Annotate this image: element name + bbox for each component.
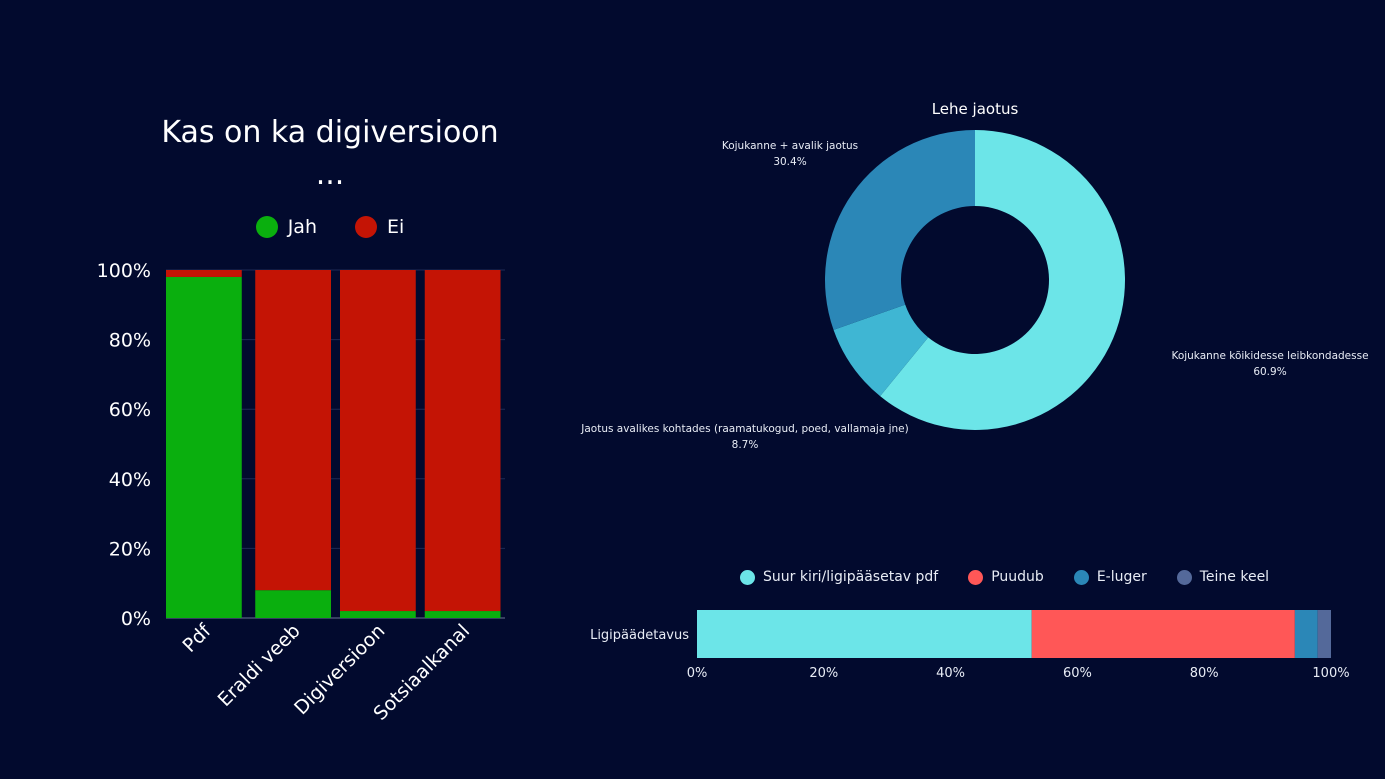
hbar-x-tick-label: 0% (687, 666, 708, 681)
donut-slice-value: 60.9% (1253, 366, 1286, 378)
bar-chart-legend: Jah Ei (130, 216, 530, 238)
legend-item-jah: Jah (255, 216, 317, 238)
hbar-segment-teine-keel (1317, 610, 1331, 658)
donut-slice-kojukanne-ko-ikidesse-leibkondadesse (880, 130, 1125, 430)
bar-chart-title-text: Kas on ka digiversioon (161, 115, 499, 150)
hbar-legend-label: Teine keel (1199, 569, 1270, 585)
hbar-x-tick-label: 100% (1312, 666, 1349, 681)
y-tick-label: 20% (109, 538, 151, 560)
bar-ei-eraldi-veeb (255, 270, 331, 591)
bar-jah-eraldi-veeb (255, 590, 331, 618)
hbar-legend-item-teine-keel: Teine keel (1176, 569, 1270, 585)
bar-ei-digiversioon (340, 270, 416, 612)
hbar-x-tick-label: 20% (809, 666, 838, 681)
legend-dot-teine-keel-icon (1176, 569, 1192, 585)
y-tick-label: 100% (97, 260, 151, 282)
y-tick-label: 40% (109, 469, 151, 491)
hbar-category-label: Ligipäädetavus (590, 628, 689, 643)
hbar-x-tick-label: 80% (1190, 666, 1219, 681)
legend-dot-jah-icon (255, 216, 278, 238)
hbar-legend-item-puudub: Puudub (968, 569, 1044, 585)
legend-label-ei: Ei (387, 216, 405, 238)
donut-slice-value: 8.7% (732, 439, 759, 451)
horizontal-stacked-bar-chart: Ligipäädetavus 0% 20% 40% 60% 80% 100% (590, 610, 1350, 681)
hbar-segment-e-luger (1294, 610, 1318, 658)
donut-slice-value: 30.4% (773, 156, 806, 168)
y-tick-label: 80% (109, 330, 151, 352)
legend-dot-ei-icon (355, 216, 377, 238)
legend-dot-suur-kiri-ligipa-a-setav-pdf-icon (740, 569, 755, 585)
legend-dot-e-luger-icon (1073, 569, 1089, 585)
hbar-x-tick-label: 40% (936, 666, 965, 681)
x-tick-label: Eraldi veeb (214, 620, 305, 711)
bar-ei-pdf (166, 270, 242, 277)
bar-chart-title: Kas on ka digiversioon ... (130, 112, 530, 196)
bar-chart-title-suffix: ... (315, 157, 345, 192)
donut-slice-label: Kojukanne kõikidesse leibkondadesse (1171, 350, 1368, 362)
donut-slice-kojukanne-avalik-jaotus (825, 130, 975, 330)
hbar-legend-label: Puudub (991, 569, 1044, 585)
hbar-legend: Suur kiri/ligipääsetav pdf Puudub E-luger T… (740, 569, 1300, 585)
bar-jah-digiversioon (340, 611, 416, 618)
hbar-legend-label: Suur kiri/ligipääsetav pdf (763, 569, 939, 585)
donut-slice-label: Kojukanne + avalik jaotus (722, 140, 858, 152)
hbar-legend-item-e-luger: E-luger (1073, 569, 1147, 585)
donut-slice-label: Jaotus avalikes kohtades (raamatukogud, … (580, 423, 909, 435)
x-tick-label: Pdf (178, 619, 216, 657)
y-tick-label: 0% (121, 608, 151, 630)
bar-jah-sotsiaalkanal (424, 611, 501, 618)
hbar-legend-label: E-luger (1096, 569, 1147, 585)
bar-ei-sotsiaalkanal (424, 270, 501, 612)
donut-slice-jaotus-avalikes-kohtades-raamatukogud-po (833, 304, 929, 397)
donut-chart-title: Lehe jaotus (932, 100, 1019, 118)
hbar-segment-puudub (1031, 610, 1295, 658)
hbar-x-tick-label: 60% (1063, 666, 1092, 681)
donut-chart: Lehe jaotus Kojukanne kõikidesse leibkon… (580, 100, 1368, 451)
bar-jah-pdf (166, 276, 242, 618)
legend-dot-puudub-icon (968, 569, 984, 585)
legend-label-jah: Jah (287, 216, 317, 238)
y-tick-label: 60% (109, 399, 151, 421)
legend-item-ei: Ei (355, 216, 404, 238)
hbar-legend-item-suur-kiri-ligipa-a-setav-pdf: Suur kiri/ligipääsetav pdf (740, 569, 938, 585)
hbar-segment-suur-kiri-ligipa-a-setav-pdf (697, 610, 1032, 658)
